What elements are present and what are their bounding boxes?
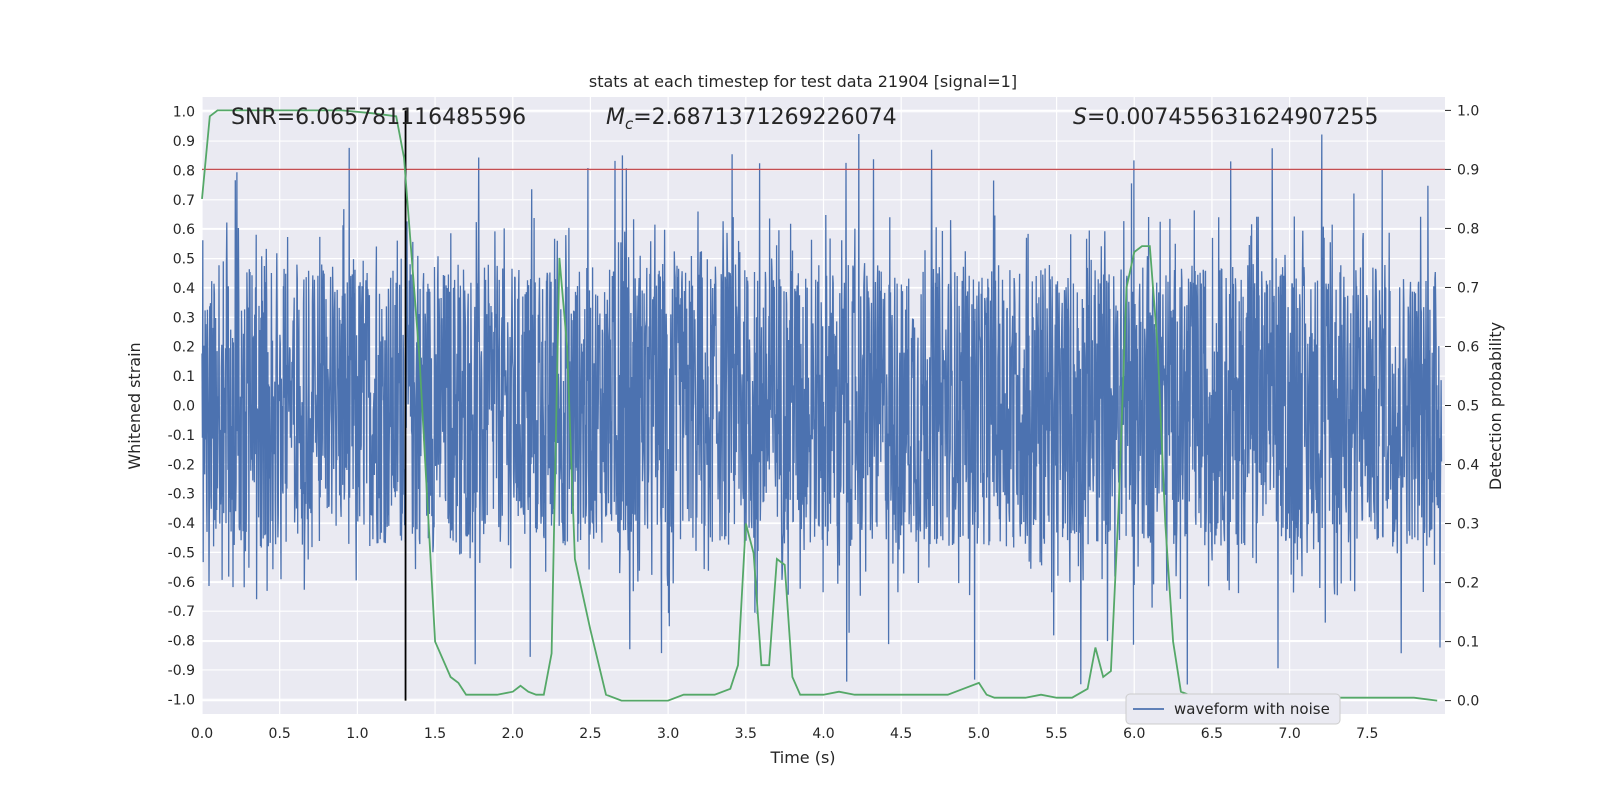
s-symbol: S (1073, 105, 1087, 130)
x-tick-label: 2.0 (502, 726, 524, 742)
y-tick-label: 0.4 (173, 281, 195, 297)
x-tick-label: 5.0 (968, 726, 990, 742)
y-tick-label: -0.7 (168, 604, 195, 620)
y-tick-label: 0.3 (173, 310, 195, 326)
y2-tick-label: 0.9 (1457, 162, 1479, 178)
probability-series-line (201, 109, 1438, 702)
y2-tick-label: 0.5 (1457, 399, 1479, 415)
y-tick-label: 0.1 (173, 369, 195, 385)
x-tick-label: 2.5 (579, 726, 601, 742)
mc-annotation: Mc=2.6871371269226074 (606, 105, 897, 133)
y2-axis-label: Detection probability (1486, 322, 1505, 490)
y-tick-labels: 1.0 0.9 0.8 0.7 0.6 0.5 0.4 0.3 0.2 0.1 0.0 -0.1 -0.… (168, 105, 195, 709)
snr-annotation: SNR=6.065781116485596 (231, 105, 526, 130)
y-tick-label: 0.6 (173, 222, 195, 238)
y-tick-label: -1.0 (168, 692, 195, 708)
y2-tick-label: 0.8 (1457, 221, 1479, 237)
x-tick-label: 1.0 (346, 726, 368, 742)
y-tick-label: -0.8 (168, 634, 195, 650)
y2-tick-label: 0.6 (1457, 339, 1479, 355)
s-value: =0.007455631624907255 (1087, 105, 1378, 130)
y-tick-label: -0.2 (168, 457, 195, 473)
x-tick-label: 7.5 (1356, 726, 1378, 742)
y-axis-label: Whitened strain (125, 342, 144, 469)
y-tick-label: -0.3 (168, 487, 195, 503)
waveform-series (201, 133, 1443, 685)
y-tick-label: 0.2 (173, 340, 195, 356)
y2-tick-label: 0.3 (1457, 517, 1479, 533)
y2-tick-label: 0.4 (1457, 458, 1479, 474)
y-tick-label: 0.8 (173, 163, 195, 179)
x-tick-labels: 0.0 0.5 1.0 1.5 2.0 2.5 3.0 3.5 4.0 4.5 5.0 5.5 6.0 6… (191, 726, 1379, 742)
y-tick-label: -0.6 (168, 575, 195, 591)
s-annotation: S=0.007455631624907255 (1073, 105, 1378, 130)
y2-tick-label: 0.1 (1457, 635, 1479, 651)
x-tick-label: 3.5 (735, 726, 757, 742)
x-tick-label: 4.0 (812, 726, 834, 742)
mc-symbol: M (606, 105, 625, 130)
legend: waveform with noise (1125, 693, 1341, 725)
x-tick-label: 6.0 (1123, 726, 1145, 742)
y2-tick-label: 0.0 (1457, 694, 1479, 710)
y-tick-label: -0.9 (168, 663, 195, 679)
x-tick-label: 0.5 (269, 726, 291, 742)
x-axis-label: Time (s) (769, 748, 835, 767)
legend-label: waveform with noise (1174, 700, 1330, 718)
y-tick-label: -0.4 (168, 516, 195, 532)
x-tick-label: 5.5 (1045, 726, 1067, 742)
y-tick-label: -0.1 (168, 428, 195, 444)
y2-tick-label: 0.2 (1457, 576, 1479, 592)
x-tick-label: 3.0 (657, 726, 679, 742)
chart-title: stats at each timestep for test data 219… (589, 72, 1017, 91)
y2-tick-labels: 1.0 0.9 0.8 0.7 0.6 0.5 0.4 0.3 0.2 0.1 0.0 (1445, 103, 1479, 710)
y-tick-label: 0.7 (173, 193, 195, 209)
y-tick-label: 1.0 (173, 105, 195, 121)
y2-tick-label: 0.7 (1457, 280, 1479, 296)
x-tick-label: 0.0 (191, 726, 213, 742)
legend-box (1125, 693, 1341, 725)
x-tick-label: 4.5 (890, 726, 912, 742)
waveform-trace (201, 133, 1443, 685)
x-tick-label: 7.0 (1278, 726, 1300, 742)
y-tick-label: 0.0 (173, 399, 195, 415)
mc-value: =2.6871371269226074 (633, 105, 896, 130)
x-tick-label: 1.5 (424, 726, 446, 742)
y2-tick-label: 1.0 (1457, 103, 1479, 119)
y-tick-label: 0.5 (173, 252, 195, 268)
y-tick-label: -0.5 (168, 545, 195, 561)
x-tick-label: 6.5 (1201, 726, 1223, 742)
mc-subscript: c (625, 115, 634, 133)
y-tick-label: 0.9 (173, 134, 195, 150)
